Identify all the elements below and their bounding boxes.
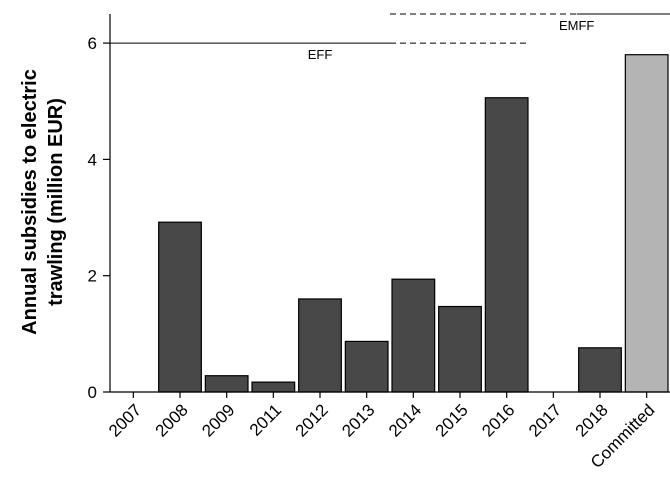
x-tick-labels: 2007 2008 2009 2011 2012 2013 2014 2015 2016 2017… xyxy=(105,392,658,472)
bar-2011 xyxy=(251,381,296,393)
bar-2008 xyxy=(158,221,202,393)
x-tick-label: 2015 xyxy=(432,400,472,440)
bars xyxy=(158,54,669,393)
axes xyxy=(109,14,670,393)
x-tick-label: 2009 xyxy=(198,400,238,440)
bar-2015 xyxy=(438,305,482,393)
eff-label: EFF xyxy=(308,47,333,62)
bar-2018 xyxy=(578,347,622,393)
y-tick-label: 4 xyxy=(88,150,97,169)
x-tick-label: 2018 xyxy=(572,400,612,440)
y-tick-label: 0 xyxy=(88,383,97,402)
bar-committed xyxy=(624,54,669,393)
x-tick-label: 2012 xyxy=(292,400,332,440)
x-tick-label: 2007 xyxy=(105,400,145,440)
x-tick-label: 2016 xyxy=(478,400,518,440)
x-tick-label: 2017 xyxy=(525,400,565,440)
y-tick-labels: 0 2 4 6 xyxy=(88,34,110,402)
emff-label: EMFF xyxy=(559,18,594,33)
y-axis-label-line-2: trawling (million EUR) xyxy=(45,98,67,306)
x-tick-label: 2014 xyxy=(385,400,425,440)
x-tick-label: 2008 xyxy=(152,400,192,440)
bar-2012 xyxy=(298,298,342,393)
y-axis-label: Annual subsidies to electric trawling (m… xyxy=(19,69,67,335)
bar-2014 xyxy=(391,278,436,393)
x-tick-label: 2011 xyxy=(246,400,285,439)
fund-period-lines: EFF EMFF xyxy=(110,13,670,62)
x-tick-label: 2013 xyxy=(338,400,378,440)
bar-2009 xyxy=(204,375,249,393)
y-axis-label-line-1: Annual subsidies to electric xyxy=(19,69,41,335)
y-tick-label: 6 xyxy=(88,34,97,53)
bar-2016 xyxy=(484,97,529,393)
bar-2013 xyxy=(344,340,389,393)
y-tick-label: 2 xyxy=(88,267,97,286)
